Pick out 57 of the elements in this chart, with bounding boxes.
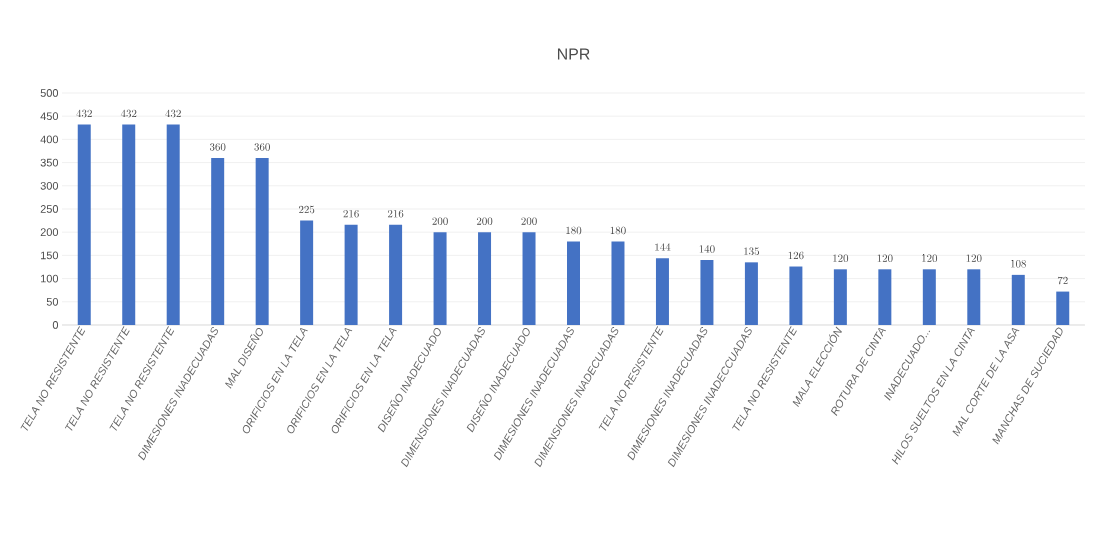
data-label: 72 <box>1057 276 1068 285</box>
bar <box>967 269 981 325</box>
data-label: 360 <box>209 143 226 151</box>
bar <box>1056 291 1070 325</box>
chart-title: NPR <box>557 48 590 60</box>
bar <box>522 232 536 325</box>
data-label: 216 <box>343 209 359 218</box>
y-tick-label: 500 <box>40 89 59 97</box>
bar <box>122 124 136 325</box>
data-label: 135 <box>744 247 760 256</box>
y-tick-label: 450 <box>40 112 59 121</box>
y-tick-label: 50 <box>46 297 59 306</box>
data-label: 225 <box>299 205 315 214</box>
data-label: 432 <box>165 109 181 118</box>
bar <box>478 232 492 325</box>
data-label: 120 <box>833 254 849 263</box>
y-tick-label: 400 <box>40 135 59 144</box>
bar <box>700 260 714 325</box>
bar <box>166 124 180 325</box>
bar <box>878 269 892 325</box>
data-label: 200 <box>521 217 537 225</box>
bar <box>77 124 91 325</box>
data-label: 216 <box>387 209 404 218</box>
y-tick-label: 300 <box>40 181 59 190</box>
data-label: 120 <box>877 254 893 263</box>
bar <box>389 224 403 325</box>
y-tick-label: 250 <box>40 205 59 213</box>
data-label: 360 <box>254 143 270 151</box>
data-label: 120 <box>966 254 982 263</box>
data-label: 140 <box>699 245 715 253</box>
data-label: 432 <box>76 109 92 118</box>
y-tick-label: 100 <box>41 274 59 283</box>
bar <box>211 157 225 325</box>
bar <box>922 269 936 325</box>
bar <box>1011 274 1025 325</box>
bar <box>744 262 758 325</box>
data-label: 126 <box>788 251 804 260</box>
y-tick-label: 350 <box>40 158 59 167</box>
data-label: 180 <box>610 226 626 235</box>
bar <box>433 232 447 325</box>
data-label: 108 <box>1011 260 1026 268</box>
y-tick-label: 150 <box>41 251 59 260</box>
bar <box>300 220 314 325</box>
bar <box>255 157 269 325</box>
bar <box>833 269 847 325</box>
data-label: 200 <box>476 217 493 225</box>
data-label: 432 <box>120 109 137 118</box>
data-label: 180 <box>566 226 582 235</box>
bar <box>655 258 669 325</box>
y-tick-label: 200 <box>40 228 59 237</box>
bar <box>567 241 580 325</box>
bar <box>344 224 358 325</box>
bar <box>789 266 803 325</box>
data-label: 200 <box>432 217 448 225</box>
data-label: 120 <box>922 254 938 263</box>
data-label: 144 <box>655 243 671 251</box>
bar <box>611 241 625 325</box>
